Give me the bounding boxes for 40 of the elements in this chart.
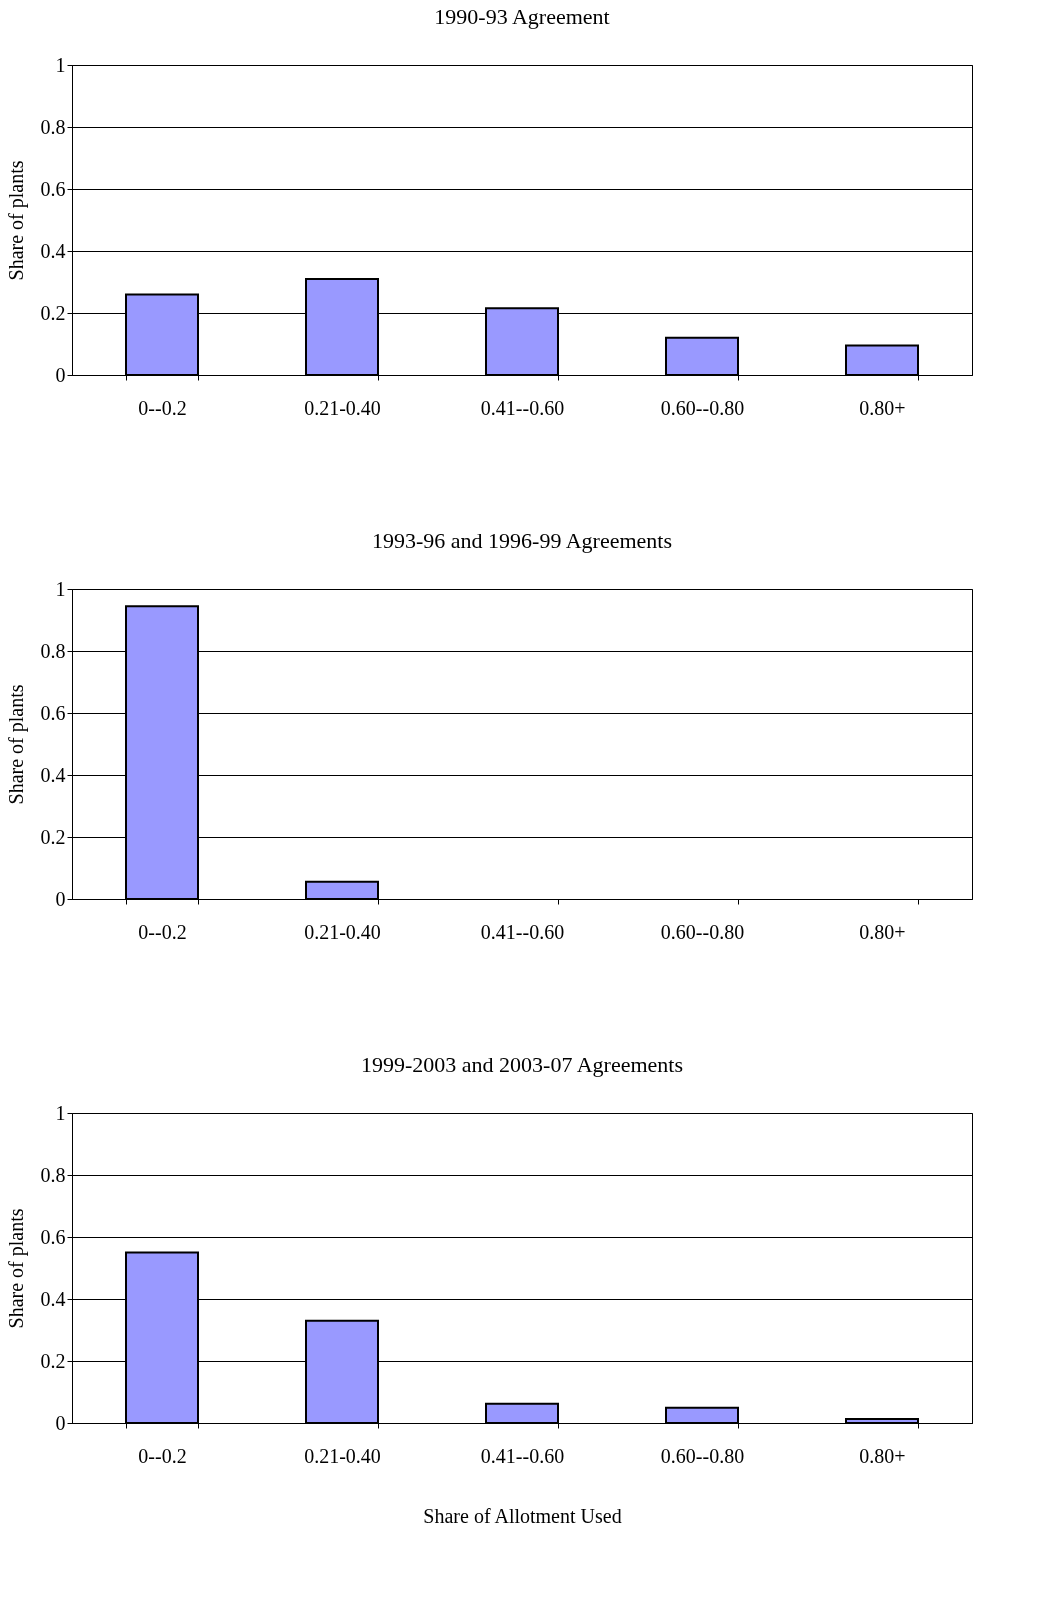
x-tick-label: 0.60--0.80 <box>660 920 745 943</box>
chart-title: 1993-96 and 1996-99 Agreements <box>372 528 672 553</box>
x-tick-label: 0--0.2 <box>138 920 187 943</box>
y-tick-label: 0.6 <box>40 177 66 200</box>
x-tick-label: 0.21-0.40 <box>304 920 381 943</box>
x-tick-label: 0.41--0.60 <box>480 920 565 943</box>
y-tick-label: 0.8 <box>40 1163 66 1186</box>
chart-title: 1990-93 Agreement <box>434 4 610 29</box>
y-tick-label: 1 <box>55 1101 66 1124</box>
y-tick-label: 0.8 <box>40 639 66 662</box>
y-tick-label: 0.4 <box>40 1287 66 1310</box>
y-tick-label: 0.2 <box>40 1349 66 1372</box>
x-tick-label: 0.60--0.80 <box>660 1444 745 1467</box>
y-tick-label: 0 <box>55 1411 66 1434</box>
x-tick-label: 0--0.2 <box>138 1444 187 1467</box>
y-axis-title: Share of plants <box>4 684 28 805</box>
x-tick-label: 0.21-0.40 <box>304 396 381 419</box>
y-tick-label: 0.8 <box>40 115 66 138</box>
y-tick-label: 0.2 <box>40 301 66 324</box>
y-axis-title: Share of plants <box>4 1208 28 1329</box>
y-tick-label: 0.4 <box>40 239 66 262</box>
chart-title: 1999-2003 and 2003-07 Agreements <box>361 1052 683 1077</box>
x-tick-label: 0.21-0.40 <box>304 1444 381 1467</box>
y-tick-label: 0 <box>55 887 66 910</box>
x-tick-label: 0.41--0.60 <box>480 396 565 419</box>
x-tick-label: 0.80+ <box>859 396 906 419</box>
x-tick-label: 0.80+ <box>859 1444 906 1467</box>
x-tick-label: 0.60--0.80 <box>660 396 745 419</box>
y-tick-label: 0.6 <box>40 1225 66 1248</box>
y-axis-title: Share of plants <box>4 160 28 281</box>
y-tick-label: 1 <box>55 577 66 600</box>
y-tick-label: 0.2 <box>40 825 66 848</box>
y-tick-label: 0.6 <box>40 701 66 724</box>
x-tick-label: 0--0.2 <box>138 396 187 419</box>
x-tick-label: 0.41--0.60 <box>480 1444 565 1467</box>
x-axis-title: Share of Allotment Used <box>423 1504 622 1527</box>
y-tick-label: 0.4 <box>40 763 66 786</box>
y-tick-label: 0 <box>55 363 66 386</box>
y-tick-label: 1 <box>55 53 66 76</box>
x-tick-label: 0.80+ <box>859 920 906 943</box>
